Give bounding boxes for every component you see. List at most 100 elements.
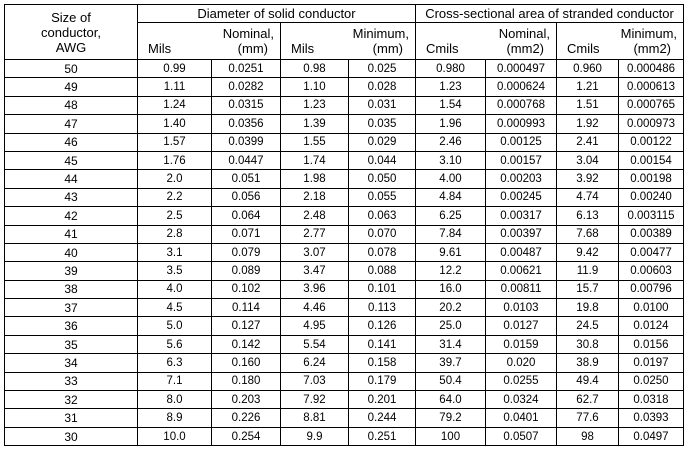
diam-nominal-mils-cell: 10.0 [137,426,212,447]
diam-nominal-mils-cell: 8.9 [137,408,212,428]
area-nominal-cmils-cell: 64.0 [415,390,486,410]
area-minimum-mm2-cell: 0.0156 [617,334,685,355]
awg-size-cell: 40 [4,242,138,263]
size-column-header: Size of conductor, AWG [4,4,138,60]
area-minimum-cmils-cell: 62.7 [556,390,619,410]
table-row: 46 1.57 0.0399 1.55 0.029 2.46 0.00125 2.41 0.00… [4,132,685,152]
area-nominal-cmils-cell: 9.61 [415,242,486,263]
diam-minimum-mils-cell: 3.07 [280,242,349,263]
area-minimum-cmils-cell: 3.92 [556,169,619,189]
area-minimum-mm2-cell: 0.00389 [617,224,685,244]
area-minimum-cmils-cell: 4.74 [556,187,619,208]
area-nominal-cmils-cell: 2.46 [415,132,486,152]
table-row: 30 10.0 0.254 9.9 0.251 100 0.0507 98 0.0497 [4,426,685,447]
area-minimum-mm2-cell: 0.00477 [617,242,685,263]
awg-size-cell: 37 [4,298,138,318]
diam-minimum-mils-cell: 1.10 [280,77,349,97]
area-nominal-mm2-cell: 0.000768 [485,95,557,116]
area-minimum-mm2-cell: 0.00198 [617,169,685,189]
table-row: 43 2.2 0.056 2.18 0.055 4.84 0.00245 4.74 0.0024… [4,187,685,208]
area-nominal-cmils-cell: 1.23 [415,77,486,97]
awg-size-cell: 44 [4,169,138,189]
diam-nominal-mils-cell: 4.5 [137,298,212,318]
awg-size-cell: 31 [4,408,138,428]
area-nominal-cmils-cell: 16.0 [415,279,486,300]
area-nominal-cmils-cell: 1.54 [415,95,486,116]
diam-minimum-mm-cell: 0.028 [348,77,416,97]
diam-nominal-mils-cell: 2.5 [137,206,212,226]
area-nominal-cmils-cell: 39.7 [415,353,486,373]
area-nominal-mm2-cell: 0.0103 [485,298,557,318]
area-minimum-mm2-cell: 0.00154 [617,150,685,171]
size-header-line1: Size of [51,9,91,25]
table-row: 31 8.9 0.226 8.81 0.244 79.2 0.0401 77.6 0.0393 [4,408,685,428]
area-minimum-cmils-cell: 3.04 [556,150,619,171]
diam-minimum-mm-cell: 0.070 [348,224,416,244]
diam-nominal-mm-cell: 0.0282 [211,77,281,97]
diam-nominal-mm-cell: 0.064 [211,206,281,226]
table-row: 44 2.0 0.051 1.98 0.050 4.00 0.00203 3.92 0.0019… [4,169,685,189]
awg-size-cell: 48 [4,95,138,116]
area-minimum-mm2-cell: 0.000613 [617,77,685,97]
area-minimum-cmils-cell: 11.9 [556,261,619,281]
area-nominal-mm2-cell: 0.0507 [485,426,557,447]
awg-size-cell: 45 [4,150,138,171]
area-minimum-cmils-cell: 15.7 [556,279,619,300]
diam-minimum-mm-cell: 0.035 [348,114,416,134]
table-row: 42 2.5 0.064 2.48 0.063 6.25 0.00317 6.13 0.0031… [4,206,685,226]
awg-size-cell: 46 [4,132,138,152]
area-minimum-cmils-cell: 1.21 [556,77,619,97]
diam-nominal-mils-cell: 7.1 [137,371,212,392]
diam-nominal-mm-cell: 0.203 [211,390,281,410]
awg-size-cell: 33 [4,371,138,392]
area-minimum-cmils-cell: 49.4 [556,371,619,392]
area-minimum-mm2-cell: 0.003115 [617,206,685,226]
area-minimum-unit-cmils: Cmils [567,41,600,56]
awg-size-cell: 32 [4,390,138,410]
diam-minimum-mm-cell: 0.179 [348,371,416,392]
diam-nominal-mm-cell: 0.102 [211,279,281,300]
area-minimum-cmils-cell: 2.41 [556,132,619,152]
area-minimum-cmils-cell: 30.8 [556,334,619,355]
diam-nominal-mm-cell: 0.051 [211,169,281,189]
area-nominal-cmils-cell: 4.00 [415,169,486,189]
diam-minimum-mils-cell: 7.92 [280,390,349,410]
area-minimum-mm2-cell: 0.000765 [617,95,685,116]
diam-minimum-mils-cell: 1.74 [280,150,349,171]
diam-nominal-mils-cell: 3.1 [137,242,212,263]
diam-nominal-mm-cell: 0.079 [211,242,281,263]
diam-minimum-mm-cell: 0.078 [348,242,416,263]
area-minimum-mm2-cell: 0.000486 [617,58,685,79]
table-row: 32 8.0 0.203 7.92 0.201 64.0 0.0324 62.7 0.0318 [4,390,685,410]
diam-nominal-mils-cell: 1.40 [137,114,212,134]
diam-nominal-mm-cell: 0.180 [211,371,281,392]
diam-minimum-mm-cell: 0.044 [348,150,416,171]
area-nominal-header: Nominal, Cmils (mm2) [415,22,557,60]
diameter-minimum-unit-mm: (mm) [372,41,403,56]
area-minimum-cmils-cell: 24.5 [556,316,619,336]
area-nominal-label: Nominal, [498,26,550,41]
diam-minimum-mm-cell: 0.050 [348,169,416,189]
area-nominal-mm2-cell: 0.00203 [485,169,557,189]
area-minimum-cmils-cell: 1.51 [556,95,619,116]
area-nominal-cmils-cell: 100 [415,426,486,447]
area-minimum-cmils-cell: 7.68 [556,224,619,244]
area-nominal-cmils-cell: 6.25 [415,206,486,226]
area-nominal-mm2-cell: 0.00397 [485,224,557,244]
area-minimum-mm2-cell: 0.0197 [617,353,685,373]
awg-size-cell: 36 [4,316,138,336]
area-minimum-mm2-cell: 0.00796 [617,279,685,300]
area-nominal-cmils-cell: 0.980 [415,58,486,79]
diam-minimum-mils-cell: 3.47 [280,261,349,281]
area-group-header: Cross-sectional area of stranded conduct… [414,4,685,23]
diam-nominal-mm-cell: 0.0447 [211,150,281,171]
table-row: 47 1.40 0.0356 1.39 0.035 1.96 0.000993 1.92 0.0… [4,114,685,134]
table-row: 33 7.1 0.180 7.03 0.179 50.4 0.0255 49.4 0.0250 [4,371,685,392]
diam-nominal-mils-cell: 5.0 [137,316,212,336]
diam-nominal-mm-cell: 0.142 [211,334,281,355]
area-nominal-cmils-cell: 31.4 [415,334,486,355]
diam-minimum-mils-cell: 0.98 [280,58,349,79]
diam-minimum-mm-cell: 0.251 [348,426,416,447]
table-row: 41 2.8 0.071 2.77 0.070 7.84 0.00397 7.68 0.0038… [4,224,685,244]
diam-minimum-mils-cell: 1.98 [280,169,349,189]
